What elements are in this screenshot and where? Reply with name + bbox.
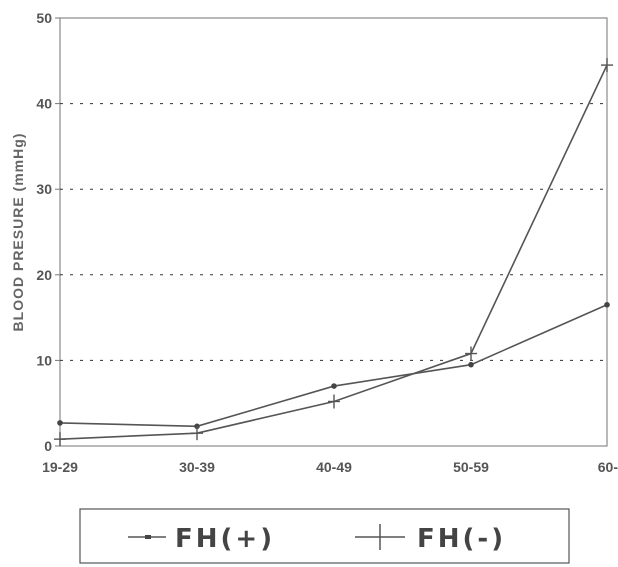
data-point-fh-plus (331, 383, 337, 389)
x-tick-labels: 19-29 30-39 40-49 50-59 60- (42, 459, 618, 475)
plot-frame (59, 17, 608, 447)
x-tick-label: 30-39 (179, 459, 215, 475)
x-tick-label: 40-49 (316, 459, 352, 475)
data-point-fh-plus (604, 301, 610, 308)
data-point-fh-minus (191, 426, 203, 441)
x-tick-label: 60- (598, 459, 618, 475)
series-line-fh-minus (59, 64, 608, 440)
data-point-fh-minus (54, 432, 66, 447)
legend-label-fh-minus: FH(-) (417, 524, 506, 554)
y-tick-label: 50 (36, 10, 52, 26)
y-tick-labels: 0 10 20 30 40 50 (36, 10, 60, 454)
x-tick-label: 50-59 (453, 459, 489, 475)
legend-marker-fh-plus (145, 535, 151, 539)
y-tick-label: 20 (36, 267, 52, 283)
legend: FH(+) FH(-) (79, 508, 570, 564)
data-point-fh-plus (468, 361, 474, 368)
y-tick-label: 30 (36, 181, 52, 197)
y-axis-title: BLOOD PRESURE (mmHg) (10, 133, 26, 332)
grid-lines (60, 103, 607, 361)
legend-label-fh-plus: FH(+) (175, 524, 275, 554)
y-tick-label: 40 (36, 96, 52, 112)
y-tick-label: 0 (44, 438, 52, 454)
data-point-fh-minus (465, 346, 477, 361)
data-point-fh-minus (328, 394, 340, 409)
legend-box (79, 508, 570, 564)
data-point-fh-plus (57, 420, 63, 426)
x-tick-label: 19-29 (42, 459, 78, 475)
series-layer (54, 58, 613, 447)
y-tick-label: 10 (36, 352, 52, 368)
data-point-fh-minus (601, 58, 613, 73)
